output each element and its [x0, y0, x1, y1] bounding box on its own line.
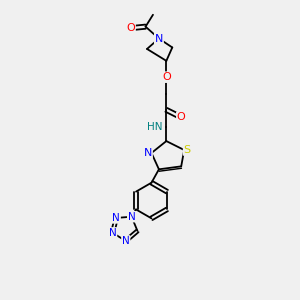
Text: S: S — [184, 145, 191, 155]
Text: O: O — [126, 23, 135, 33]
Text: O: O — [177, 112, 186, 122]
Text: O: O — [162, 72, 171, 82]
Text: N: N — [128, 212, 136, 222]
Text: HN: HN — [147, 122, 163, 132]
Text: N: N — [109, 228, 116, 238]
Text: N: N — [155, 34, 163, 44]
Text: N: N — [144, 148, 152, 158]
Text: N: N — [122, 236, 130, 246]
Text: N: N — [112, 213, 120, 223]
